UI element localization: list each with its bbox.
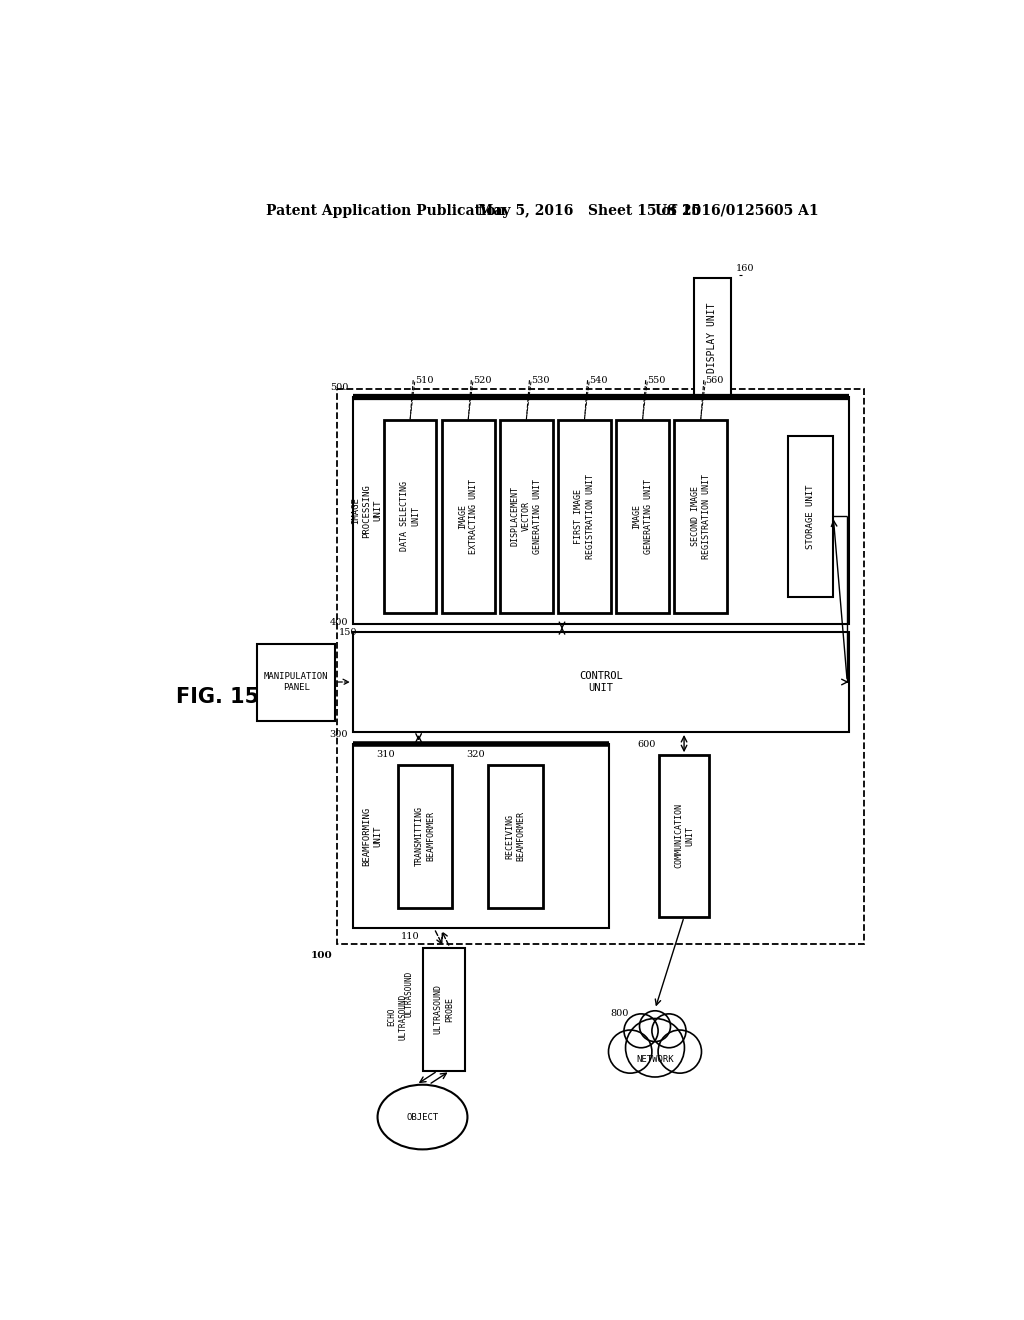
- Ellipse shape: [378, 1085, 467, 1150]
- Text: SECOND IMAGE
REGISTRATION UNIT: SECOND IMAGE REGISTRATION UNIT: [690, 474, 711, 558]
- Bar: [352, 743, 608, 928]
- Text: 510: 510: [415, 376, 433, 384]
- Bar: [616, 420, 669, 612]
- Bar: [442, 420, 495, 612]
- Text: 150: 150: [339, 628, 357, 638]
- Text: 530: 530: [531, 376, 550, 384]
- Text: IMAGE
GENERATING UNIT: IMAGE GENERATING UNIT: [633, 479, 652, 554]
- Text: ECHO
ULTRASOUND: ECHO ULTRASOUND: [388, 994, 408, 1040]
- Text: IMAGE
EXTRACTING UNIT: IMAGE EXTRACTING UNIT: [458, 479, 478, 554]
- Text: CONTROL
UNIT: CONTROL UNIT: [579, 671, 623, 693]
- Text: MANIPULATION
PANEL: MANIPULATION PANEL: [264, 672, 329, 692]
- Text: IMAGE
PROCESSING
UNIT: IMAGE PROCESSING UNIT: [351, 484, 382, 537]
- Text: DISPLACEMENT
VECTOR
GENERATING UNIT: DISPLACEMENT VECTOR GENERATING UNIT: [511, 479, 542, 554]
- Text: Patent Application Publication: Patent Application Publication: [266, 203, 506, 218]
- Bar: [397, 766, 452, 908]
- Text: TRANSMITTING
BEAMFORMER: TRANSMITTING BEAMFORMER: [415, 807, 435, 866]
- Bar: [558, 420, 611, 612]
- Bar: [658, 755, 710, 917]
- Text: 400: 400: [330, 618, 348, 627]
- Circle shape: [652, 1014, 686, 1048]
- Circle shape: [608, 1030, 652, 1073]
- Bar: [384, 420, 436, 612]
- Circle shape: [640, 1011, 671, 1041]
- Text: FIRST IMAGE
REGISTRATION UNIT: FIRST IMAGE REGISTRATION UNIT: [574, 474, 595, 558]
- Text: 300: 300: [330, 730, 348, 739]
- Bar: [675, 420, 727, 612]
- Circle shape: [626, 1019, 684, 1077]
- Bar: [693, 277, 731, 397]
- Text: 600: 600: [637, 741, 655, 748]
- Text: 560: 560: [706, 376, 724, 384]
- Text: 800: 800: [610, 1010, 629, 1019]
- Text: OBJECT: OBJECT: [407, 1113, 438, 1122]
- Circle shape: [658, 1030, 701, 1073]
- Text: May 5, 2016   Sheet 15 of 15: May 5, 2016 Sheet 15 of 15: [478, 203, 701, 218]
- Bar: [488, 766, 543, 908]
- Text: COMMUNICATION
UNIT: COMMUNICATION UNIT: [674, 804, 694, 869]
- Bar: [423, 948, 465, 1071]
- Text: 540: 540: [589, 376, 607, 384]
- Text: 310: 310: [376, 750, 394, 759]
- Bar: [788, 436, 834, 598]
- Text: STORAGE UNIT: STORAGE UNIT: [806, 484, 815, 549]
- Text: 110: 110: [400, 932, 420, 941]
- Text: 320: 320: [467, 750, 485, 759]
- Text: DISPLAY UNIT: DISPLAY UNIT: [708, 302, 718, 372]
- Text: NETWORK: NETWORK: [636, 1055, 674, 1064]
- Text: DATA SELECTING
UNIT: DATA SELECTING UNIT: [400, 482, 420, 552]
- Text: BEAMFORMING
UNIT: BEAMFORMING UNIT: [362, 807, 382, 866]
- Text: FIG. 15: FIG. 15: [175, 688, 259, 708]
- Bar: [352, 397, 849, 624]
- Circle shape: [624, 1014, 658, 1048]
- Text: 550: 550: [647, 376, 666, 384]
- Text: 160: 160: [735, 264, 754, 273]
- Text: US 2016/0125605 A1: US 2016/0125605 A1: [655, 203, 818, 218]
- Bar: [337, 389, 864, 944]
- Text: 100: 100: [311, 952, 333, 961]
- Bar: [500, 420, 553, 612]
- Text: ULTRASOUND
PROBE: ULTRASOUND PROBE: [434, 985, 454, 1035]
- Text: ULTRASOUND: ULTRASOUND: [404, 970, 413, 1016]
- Bar: [352, 632, 849, 733]
- Text: 520: 520: [473, 376, 492, 384]
- Bar: [257, 644, 335, 721]
- Text: 500: 500: [330, 384, 348, 392]
- Text: RECEIVING
BEAMFORMER: RECEIVING BEAMFORMER: [506, 812, 525, 862]
